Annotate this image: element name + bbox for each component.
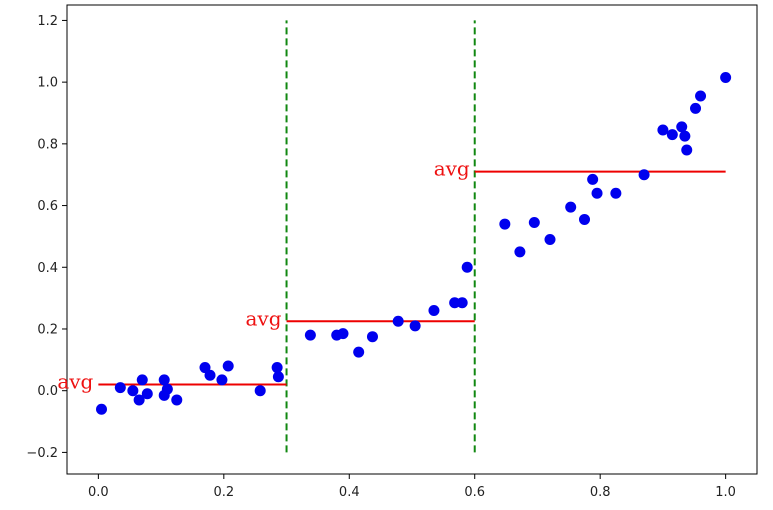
data-point [461,261,473,273]
y-tick-label: 1.2 [37,14,58,29]
y-tick-label: 0.6 [37,199,58,214]
data-point [679,130,691,142]
data-point [544,234,556,245]
data-point [114,382,126,394]
data-point [158,374,170,386]
data-point [676,121,688,133]
data-point [456,297,468,309]
data-point [271,362,283,374]
data-point [409,320,421,332]
data-point [161,383,173,395]
plot-area [66,4,758,475]
x-tick-label: 0.2 [213,485,234,500]
average-label: avg [246,306,282,330]
y-tick-label: 0.4 [37,261,58,276]
data-point [254,385,266,397]
data-point [499,218,511,230]
average-label: avg [57,370,93,394]
data-point [579,213,590,225]
data-point [528,217,540,229]
data-point [449,297,461,309]
x-tick-label: 0.6 [464,485,485,500]
x-tick-label: 0.0 [88,485,109,500]
data-point [272,371,284,383]
data-point [96,403,107,415]
data-point [638,169,650,181]
data-point [337,328,349,340]
data-point [127,385,139,397]
data-point [587,173,599,185]
average-lines: avg avg avg [57,157,726,394]
data-point [690,102,702,114]
split-lines [285,20,476,453]
data-point [304,329,316,341]
data-point [514,246,526,258]
data-point [666,129,678,141]
data-point [133,394,145,406]
data-point [695,90,707,102]
data-point [353,346,365,358]
data-point [657,124,669,136]
x-tick-label: 0.8 [590,485,611,500]
y-tick-label: 0.0 [37,384,58,399]
data-point [171,394,183,406]
data-points [96,72,732,415]
y-tick-label: 1.0 [37,76,58,91]
data-point [565,201,577,213]
data-point [392,315,404,327]
data-point [222,360,234,372]
data-point [136,374,148,386]
y-tick-label: 0.2 [37,322,58,337]
data-point [428,304,440,316]
x-axis: 0.0 0.2 0.4 0.6 0.8 1.0 [88,474,736,500]
y-axis: −0.2 0.0 0.2 0.4 0.6 0.8 1.0 1.2 [26,14,67,461]
data-point [610,187,622,199]
average-label: avg [434,157,470,181]
data-point [366,331,378,343]
data-point [591,187,603,199]
x-tick-label: 1.0 [715,485,736,500]
data-point [681,144,693,156]
y-tick-label: −0.2 [26,446,58,461]
data-point [720,72,732,84]
data-point [204,369,216,381]
y-tick-label: 0.8 [37,137,58,152]
data-point [141,388,153,400]
data-point [216,374,228,386]
x-tick-label: 0.4 [339,485,360,500]
